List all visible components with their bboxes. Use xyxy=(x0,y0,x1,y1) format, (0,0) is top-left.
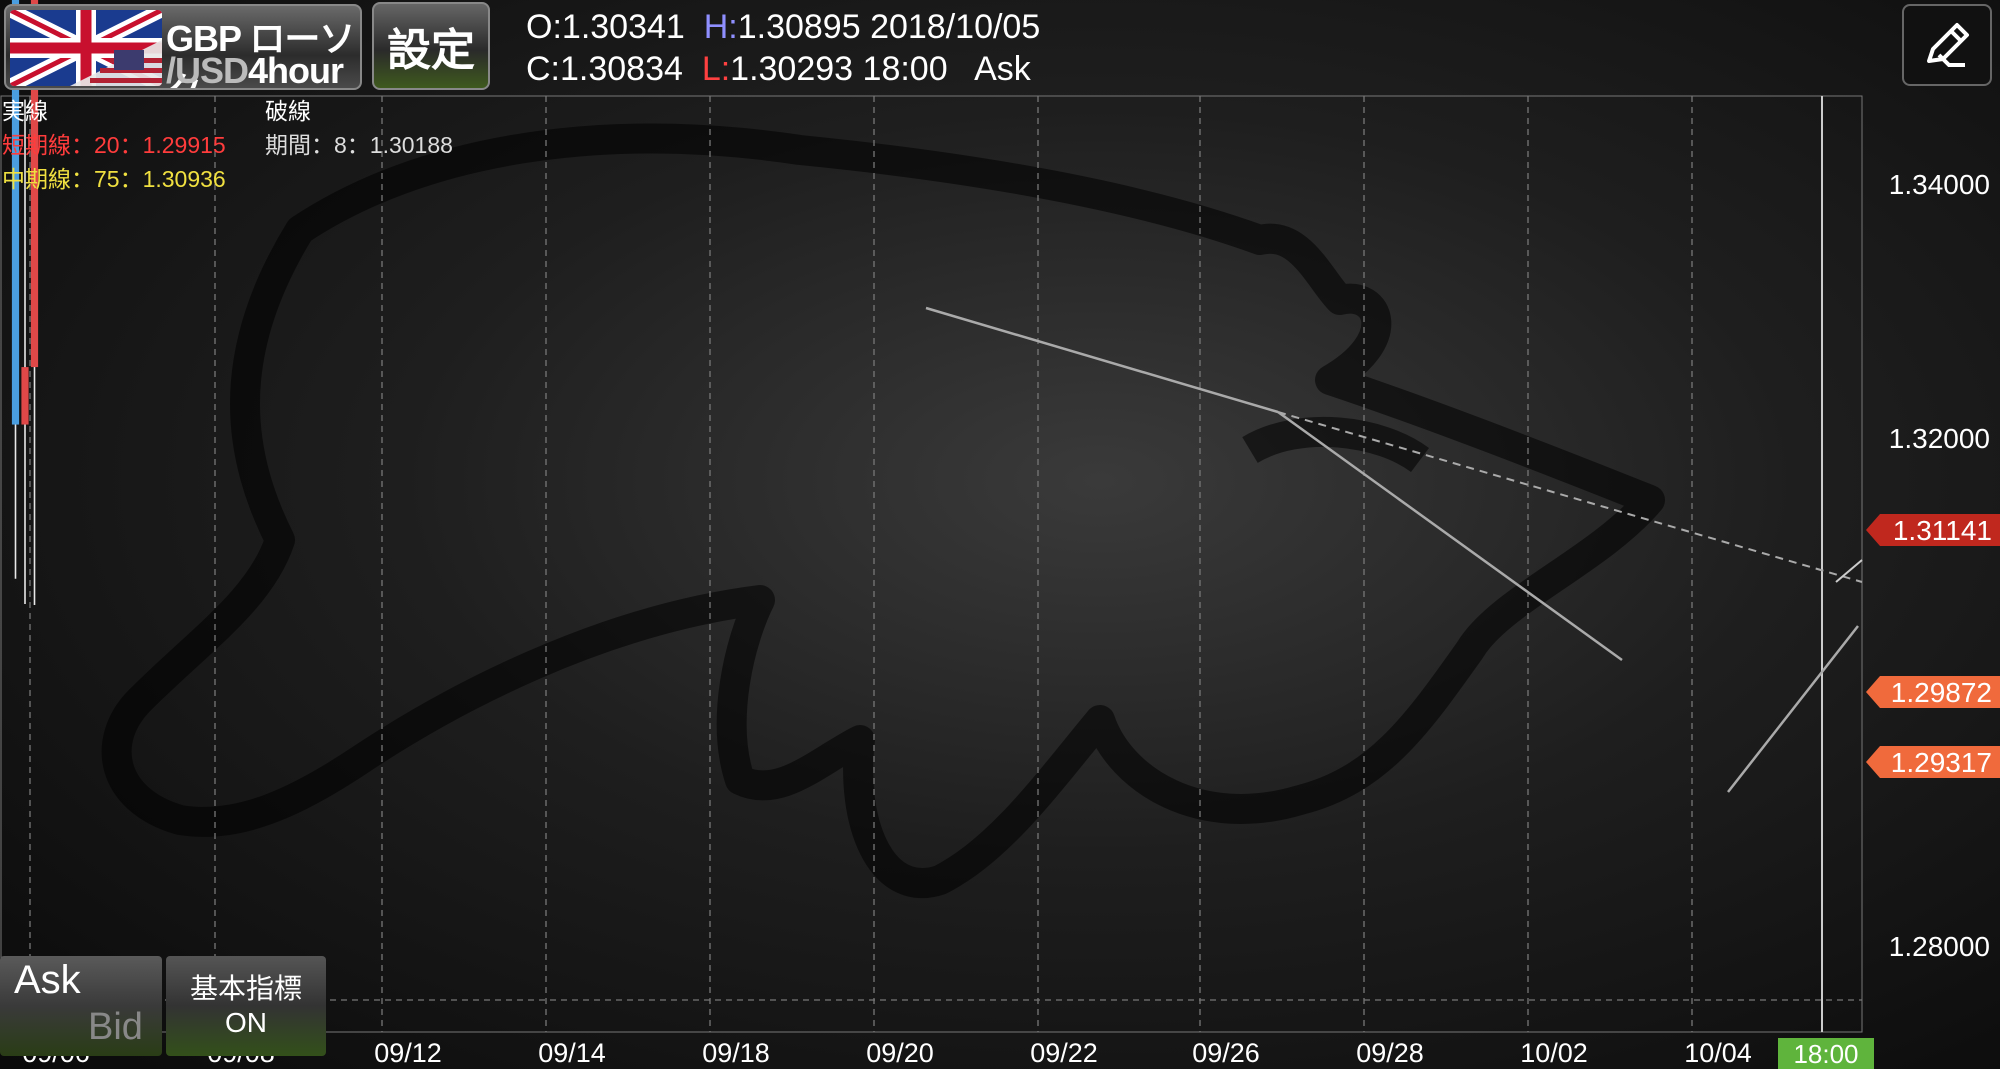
candle-body xyxy=(11,0,20,425)
legend-solid: 実線 短期線：20：1.29915 中期線：75：1.30936 xyxy=(2,94,226,196)
high-label: H: xyxy=(703,8,738,46)
x-tick-label: 09/14 xyxy=(538,1038,606,1068)
legend-dashed-title: 破線 xyxy=(265,98,311,124)
indicator-state: ON xyxy=(225,1007,267,1038)
price-tags: 1.31141 1.29872 1.29317 xyxy=(1866,514,2000,778)
trend-line xyxy=(925,306,1279,414)
y-tick-label: 1.28000 xyxy=(1889,931,1990,962)
drawing-tool-button[interactable] xyxy=(1902,4,1992,86)
legend-short-line: 短期線：20：1.29915 xyxy=(2,132,226,158)
open-label: O: xyxy=(526,8,562,46)
close-value: 1.30834 xyxy=(560,50,683,88)
trend-line xyxy=(1727,625,1859,793)
candle-body xyxy=(21,367,29,425)
pair-title: GBP ローソク xyxy=(166,18,355,88)
current-time-tag xyxy=(1778,1038,1874,1069)
y-tick-label: 1.32000 xyxy=(1889,423,1990,454)
price-tag-label: 1.29872 xyxy=(1891,677,1992,708)
price-tag-label: 1.31141 xyxy=(1893,515,1992,546)
legend-period-line: 期間：8：1.30188 xyxy=(265,132,453,158)
date-value: 2018/10/05 xyxy=(870,8,1041,46)
x-tick-label: 09/18 xyxy=(702,1038,770,1068)
gbp-usd-flag-icon xyxy=(10,10,162,86)
low-value: 1.30293 xyxy=(730,50,854,88)
price-tag-bg xyxy=(1866,514,2000,546)
chart-frame xyxy=(0,95,1863,1033)
candle-body xyxy=(30,0,39,368)
candlesticks xyxy=(11,0,39,605)
price-tag-bg xyxy=(1866,676,2000,708)
x-tick-label: 10/02 xyxy=(1520,1038,1588,1068)
ohlc-readout: O:1.30341 H:1.30895 2018/10/05 C:1.30834… xyxy=(526,6,1040,90)
legend-solid-title: 実線 xyxy=(2,98,48,124)
currency-pair-button[interactable]: GBP ローソク /USD4hour xyxy=(4,4,362,90)
open-value: 1.30341 xyxy=(561,8,685,46)
x-tick-label: 09/12 xyxy=(374,1038,442,1068)
legend-mid-line: 中期線：75：1.30936 xyxy=(2,166,226,192)
watermark-bull-icon xyxy=(101,123,1665,898)
x-tick-label: 09/22 xyxy=(1030,1038,1098,1068)
y-tick-label: 1.34000 xyxy=(1889,169,1990,200)
trend-line xyxy=(1277,410,1623,662)
indicator-toggle-button[interactable]: 基本指標 ON xyxy=(166,956,326,1056)
pen-icon xyxy=(1927,23,1969,67)
trend-line-dashed xyxy=(1277,411,1863,583)
high-value: 1.30895 xyxy=(737,8,861,46)
legend-dashed: 破線 期間：8：1.30188 xyxy=(265,94,453,162)
price-tag-bg xyxy=(1866,746,2000,778)
side-value: Ask xyxy=(974,50,1031,88)
current-time-label: 18:00 xyxy=(1793,1039,1858,1069)
bid-label: Bid xyxy=(88,1006,143,1048)
time-value: 18:00 xyxy=(862,50,948,88)
close-label: C: xyxy=(526,50,560,88)
indicator-label: 基本指標 xyxy=(189,973,302,1004)
x-tick-label: 10/04 xyxy=(1684,1038,1752,1068)
x-tick-label: 09/26 xyxy=(1192,1038,1260,1068)
pair-subtitle: /USD4hour xyxy=(166,50,344,90)
settings-button[interactable]: 設定 xyxy=(372,2,490,90)
price-tag-label: 1.29317 xyxy=(1891,747,1992,778)
trend-line xyxy=(1835,559,1863,583)
x-tick-label: 09/28 xyxy=(1356,1038,1424,1068)
x-tick-label: 09/20 xyxy=(866,1038,934,1068)
timeframe: 4hour xyxy=(248,50,344,90)
pair-base: /USD xyxy=(166,50,249,90)
low-label: L: xyxy=(701,50,731,88)
axis-labels: 1.340001.320001.2800009/0609/0809/1209/1… xyxy=(22,169,1990,1069)
ask-label: Ask xyxy=(14,958,81,1002)
ask-bid-toggle[interactable]: Ask Bid xyxy=(0,956,162,1056)
trend-lines xyxy=(925,306,1863,793)
